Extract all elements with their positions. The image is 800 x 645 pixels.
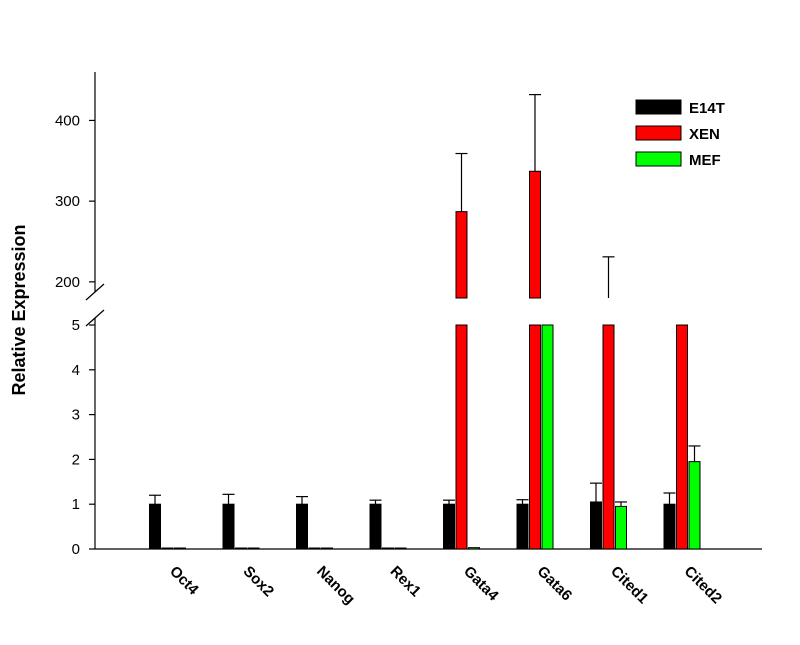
bar-e14t-cited1 — [590, 501, 602, 550]
bar-mef-nanog — [321, 547, 333, 550]
y-tick-label: 5 — [72, 317, 80, 334]
bar-e14t-cited2 — [663, 503, 676, 550]
category-labels: Oct4 Sox2 Nanog Rex1 Gata4 Gata6 Cited1 Cited2 — [166, 563, 725, 608]
y-tick-label: 1 — [72, 496, 80, 513]
legend: E14T XEN MEF — [635, 99, 725, 169]
bar-e14t-oct4 — [149, 503, 161, 550]
error-bars — [149, 93, 701, 507]
bar-mef-cited1 — [615, 505, 627, 550]
bar-xen-oct4 — [161, 547, 174, 550]
y-tick-label: 2 — [72, 451, 80, 468]
bar-e14t-sox2 — [222, 503, 235, 550]
bar-xen-rex1 — [382, 547, 394, 550]
bar-e14t-gata4 — [443, 503, 455, 550]
bar-xen-cited2-lower — [676, 324, 688, 550]
bar-xen-cited1-lower — [602, 324, 615, 550]
legend-swatch-xen — [635, 125, 682, 141]
category-label-rex1: Rex1 — [387, 563, 424, 600]
bar-xen-gata4-lower — [455, 324, 468, 550]
y-tick-label: 0 — [72, 541, 80, 558]
bars — [149, 170, 701, 550]
legend-label-mef: MEF — [689, 152, 721, 169]
bar-xen-gata6-upper — [529, 170, 541, 299]
bar-xen-gata6-lower — [529, 324, 541, 550]
bar-xen-gata4-upper — [455, 211, 468, 299]
bar-mef-gata6 — [541, 324, 554, 550]
y-axis-title: Relative Expression — [9, 224, 29, 395]
legend-swatch-e14t — [635, 99, 682, 115]
bar-xen-nanog — [308, 547, 321, 550]
axis-break-mark-upper — [85, 283, 105, 301]
y-tick-label: 3 — [72, 407, 80, 424]
category-label-cited2: Cited2 — [681, 563, 725, 607]
bar-mef-oct4 — [174, 547, 186, 550]
bar-mef-rex1 — [394, 547, 407, 550]
legend-label-xen: XEN — [689, 126, 720, 143]
legend-swatch-mef — [635, 151, 682, 167]
y-tick-label: 400 — [55, 112, 80, 129]
category-label-gata6: Gata6 — [534, 563, 576, 605]
y-tick-label: 4 — [72, 362, 80, 379]
category-label-nanog: Nanog — [313, 563, 358, 608]
legend-label-e14t: E14T — [689, 100, 725, 117]
bar-mef-sox2 — [247, 547, 260, 550]
category-label-sox2: Sox2 — [240, 563, 277, 600]
bar-e14t-nanog — [296, 503, 308, 550]
category-label-cited1: Cited1 — [607, 563, 651, 607]
bar-xen-sox2 — [235, 547, 247, 550]
bar-mef-cited2 — [688, 461, 701, 550]
tick-labels: 0 1 2 3 4 5 200 300 400 — [55, 112, 95, 558]
axis-break-mark-lower — [85, 309, 105, 327]
category-label-gata4: Gata4 — [460, 563, 502, 605]
bar-e14t-gata6 — [516, 503, 529, 550]
y-tick-label: 200 — [55, 274, 80, 291]
category-label-oct4: Oct4 — [166, 563, 202, 599]
y-tick-label: 300 — [55, 193, 80, 210]
bar-mef-gata4 — [468, 547, 480, 550]
bar-e14t-rex1 — [369, 503, 382, 550]
axes — [85, 72, 762, 550]
